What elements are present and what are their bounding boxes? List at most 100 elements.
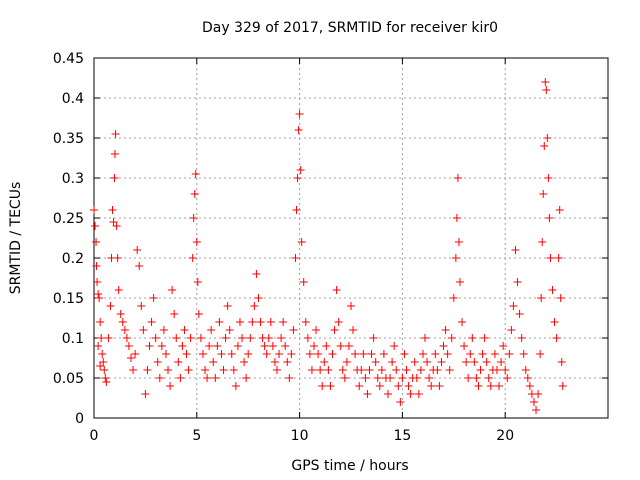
- data-points: [90, 78, 567, 414]
- data-point: [316, 366, 325, 374]
- data-point: [328, 350, 337, 358]
- data-point: [149, 294, 158, 302]
- data-point: [441, 326, 450, 334]
- data-point: [324, 366, 333, 374]
- data-point: [296, 166, 305, 174]
- data-point: [552, 334, 561, 342]
- y-tick-label: 0.2: [62, 251, 84, 267]
- data-point: [244, 350, 253, 358]
- data-point: [320, 358, 329, 366]
- y-tick-label: 0.1: [62, 331, 84, 347]
- data-point: [472, 374, 481, 382]
- data-point: [94, 290, 103, 298]
- data-point: [375, 382, 384, 390]
- data-point: [373, 374, 382, 382]
- data-point: [445, 366, 454, 374]
- data-point: [431, 350, 440, 358]
- data-point: [314, 350, 323, 358]
- data-point: [439, 342, 448, 350]
- data-point: [435, 382, 444, 390]
- data-point: [349, 326, 358, 334]
- data-point: [92, 262, 101, 270]
- data-point: [281, 342, 290, 350]
- data-point: [451, 254, 460, 262]
- data-point: [127, 354, 136, 362]
- data-point: [359, 350, 368, 358]
- data-point: [301, 318, 310, 326]
- data-point: [497, 358, 506, 366]
- x-tick-label: 0: [90, 428, 99, 444]
- data-point: [98, 350, 107, 358]
- data-point: [198, 350, 207, 358]
- data-point: [192, 238, 201, 246]
- data-point: [246, 334, 255, 342]
- data-point: [285, 374, 294, 382]
- data-point: [326, 382, 335, 390]
- data-point: [505, 350, 514, 358]
- data-point: [398, 374, 407, 382]
- data-point: [332, 286, 341, 294]
- data-point: [196, 334, 205, 342]
- data-point: [211, 374, 220, 382]
- data-point: [480, 334, 489, 342]
- x-tick-label: 10: [291, 428, 309, 444]
- data-point: [133, 246, 142, 254]
- data-point: [365, 366, 374, 374]
- data-point: [191, 170, 200, 178]
- data-point: [97, 334, 106, 342]
- data-point: [351, 350, 360, 358]
- data-point: [242, 374, 251, 382]
- data-point: [254, 294, 263, 302]
- data-point: [270, 358, 279, 366]
- data-point: [423, 358, 432, 366]
- data-point: [539, 190, 548, 198]
- data-point: [90, 206, 98, 214]
- data-point: [219, 366, 228, 374]
- data-point: [464, 374, 473, 382]
- data-point: [421, 334, 430, 342]
- data-point: [517, 334, 526, 342]
- data-point: [157, 342, 166, 350]
- data-point: [482, 358, 491, 366]
- data-point: [523, 374, 532, 382]
- data-point: [96, 318, 105, 326]
- data-point: [170, 310, 179, 318]
- data-point: [466, 350, 475, 358]
- data-point: [525, 382, 534, 390]
- data-point: [203, 374, 212, 382]
- data-point: [453, 174, 462, 182]
- data-point: [268, 342, 277, 350]
- data-point: [120, 326, 129, 334]
- data-point: [322, 342, 331, 350]
- data-point: [486, 382, 495, 390]
- data-point: [330, 326, 339, 334]
- y-tick-label: 0.05: [53, 371, 84, 387]
- data-point: [476, 366, 485, 374]
- data-point: [159, 326, 168, 334]
- data-point: [344, 342, 353, 350]
- data-point: [305, 350, 314, 358]
- data-point: [474, 382, 483, 390]
- data-point: [227, 350, 236, 358]
- data-point: [277, 334, 286, 342]
- data-point: [188, 254, 197, 262]
- data-point: [513, 278, 522, 286]
- data-point: [166, 382, 175, 390]
- data-point: [100, 366, 109, 374]
- data-point: [294, 126, 303, 134]
- data-point: [93, 278, 102, 286]
- data-point: [542, 86, 551, 94]
- data-point: [521, 366, 530, 374]
- data-point: [334, 318, 343, 326]
- data-point: [418, 350, 427, 358]
- data-point: [379, 350, 388, 358]
- data-point: [449, 294, 458, 302]
- data-point: [515, 310, 524, 318]
- data-point: [155, 374, 164, 382]
- data-point: [248, 318, 257, 326]
- data-point: [256, 318, 265, 326]
- data-point: [161, 350, 170, 358]
- data-point: [371, 358, 380, 366]
- data-point: [201, 366, 210, 374]
- data-point: [178, 342, 187, 350]
